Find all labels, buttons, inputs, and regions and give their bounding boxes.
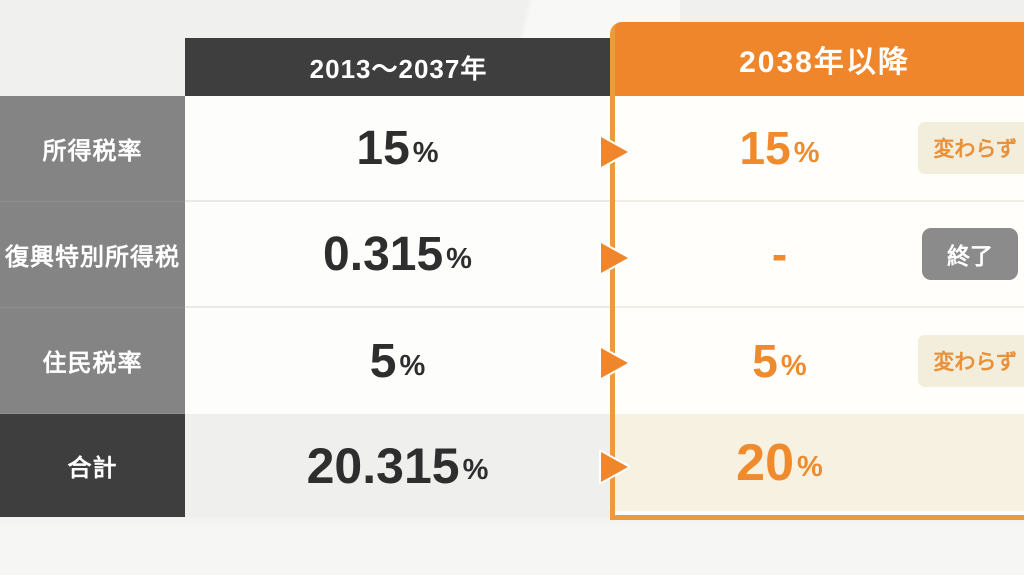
row-label-column: 所得税率 復興特別所得税 住民税率 合計 [0, 96, 185, 517]
future-value-total: 20% [615, 414, 1024, 511]
status-badge-unchanged: 変わらず [918, 335, 1024, 387]
value-number: 20.315 [306, 437, 460, 494]
value-number: 15 [356, 121, 410, 175]
percent-sign: % [462, 454, 489, 486]
past-column: 15% 0.315% 5% 20.315% [185, 96, 610, 517]
value-number: 15 [739, 122, 791, 174]
percent-sign: % [780, 349, 807, 382]
row-label-resident-tax: 住民税率 [0, 308, 185, 414]
future-value-reconstruction-tax: - 終了 [615, 202, 1024, 308]
future-value-income-tax: 15% 変わらず [615, 96, 1024, 202]
future-panel: 2038年以降 15% 変わらず - 終了 5% 変わらず 20% [610, 22, 1024, 520]
future-value-resident-tax: 5% 変わらず [615, 308, 1024, 414]
past-value-resident-tax: 5% [185, 308, 610, 414]
row-label-reconstruction-tax: 復興特別所得税 [0, 202, 185, 308]
value-number: 20 [736, 433, 795, 492]
percent-sign: % [797, 451, 823, 483]
value-number: 5 [752, 335, 778, 387]
value-number: 5 [369, 334, 397, 388]
past-value-reconstruction-tax: 0.315% [185, 202, 610, 308]
value-number: 0.315 [323, 227, 444, 281]
status-badge-ended: 終了 [922, 228, 1018, 280]
arrow-right-icon [599, 450, 630, 484]
row-label-income-tax: 所得税率 [0, 96, 185, 202]
value-number: - [771, 228, 788, 280]
percent-sign: % [793, 136, 820, 169]
arrow-right-icon [599, 135, 630, 169]
arrow-right-icon [599, 241, 630, 275]
past-value-income-tax: 15% [185, 96, 610, 202]
percent-sign: % [446, 242, 472, 275]
past-value-total: 20.315% [185, 414, 610, 517]
row-label-total: 合計 [0, 414, 185, 517]
arrow-right-icon [599, 346, 630, 380]
column-header-future: 2038年以降 [615, 22, 1024, 96]
percent-sign: % [399, 349, 426, 382]
percent-sign: % [412, 136, 439, 169]
status-badge-unchanged: 変わらず [918, 122, 1024, 174]
column-header-past: 2013〜2037年 [185, 38, 612, 96]
